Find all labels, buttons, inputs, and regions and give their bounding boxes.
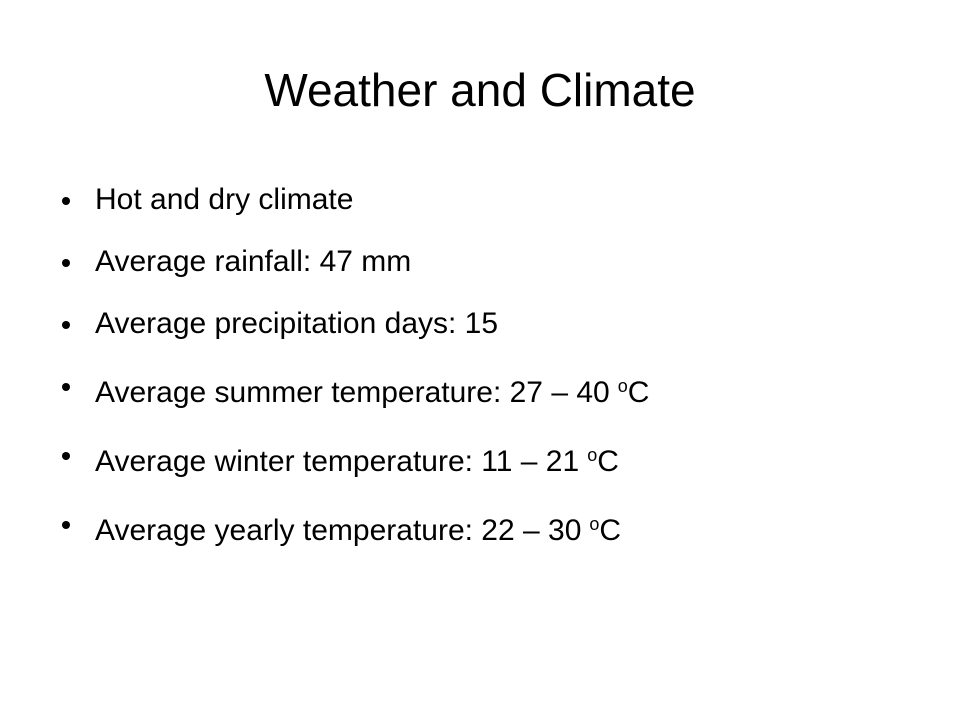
bullet-text: Average rainfall: 47 mm [95, 245, 412, 278]
degree-sign: o [617, 376, 628, 396]
bullet-item: Average summer temperature: 27 – 40 oC [60, 364, 940, 415]
slide-title: Weather and Climate [264, 64, 696, 116]
bullet-item: Average rainfall: 47 mm [60, 240, 940, 284]
degree-sign: o [589, 514, 600, 534]
unit: C [599, 514, 622, 547]
unit: C [597, 445, 619, 478]
bullet-item: Average precipitation days: 15 [60, 302, 940, 346]
bullet-item: Average winter temperature: 11 – 21 oC [60, 433, 940, 484]
degree-sign: o [587, 445, 598, 465]
bullet-list: Hot and dry climate Average rainfall: 47 … [60, 178, 940, 571]
bullet-item: Hot and dry climate [60, 178, 940, 222]
bullet-text: Average precipitation days: 15 [95, 307, 499, 340]
unit: C [627, 376, 650, 409]
bullet-text: Average summer temperature: 27 – 40 [95, 376, 610, 409]
bullet-item: Average yearly temperature: 22 – 30 oC [60, 502, 940, 553]
bullet-text: Average yearly temperature: 22 – 30 [95, 514, 582, 547]
bullet-text: Hot and dry climate [95, 183, 354, 216]
bullet-text: Average winter temperature: 11 – 21 [95, 445, 580, 478]
